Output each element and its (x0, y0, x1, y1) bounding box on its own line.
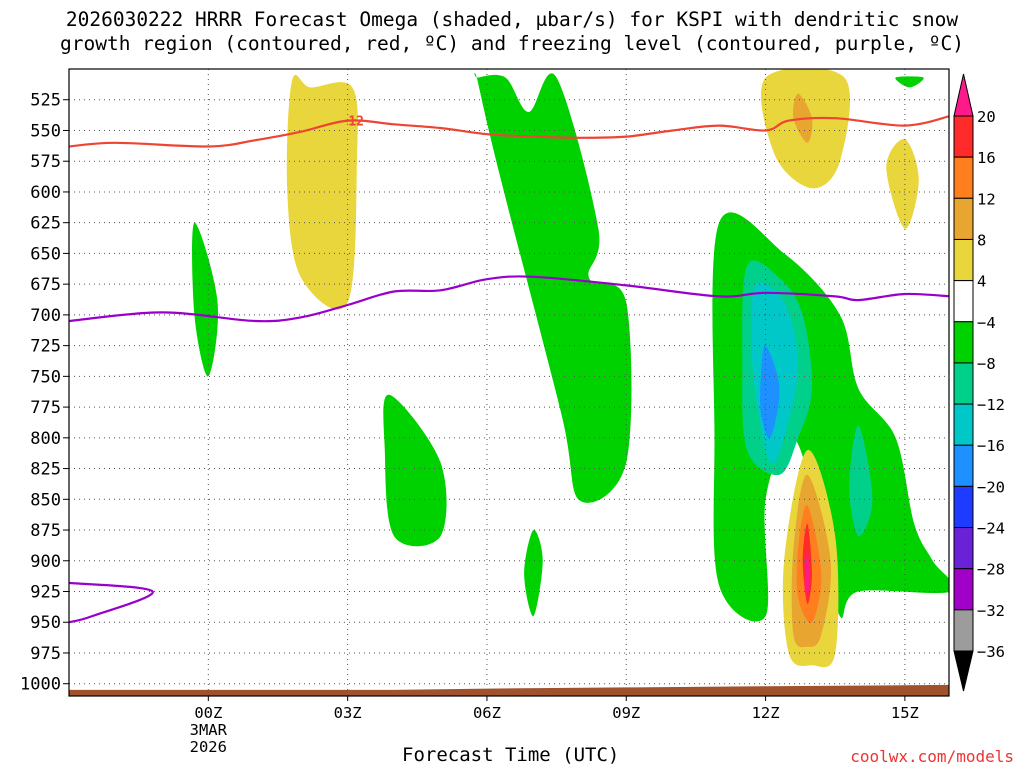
green-small-blob (524, 529, 543, 617)
omega-shading (192, 69, 949, 668)
colorbar-box-5 (953, 321, 974, 364)
yellow-upper-left (286, 74, 358, 310)
website-credit[interactable]: coolwx.com/models (850, 747, 1014, 766)
y-tick-label-900: 900 (30, 552, 61, 572)
colorbar-box-6 (953, 362, 974, 405)
x-tick-label-00Z: 00Z (194, 704, 222, 722)
y-tick-label-875: 875 (30, 521, 61, 541)
colorbar-label-13: −36 (977, 643, 1005, 661)
x-date-label-year: 2026 (190, 738, 227, 756)
contour-label-0: −12 (341, 115, 364, 130)
green-top-right (895, 76, 924, 88)
x-tick-label-12Z: 12Z (752, 704, 780, 722)
dgz-minus12-line (69, 115, 949, 148)
colorbar-box-10 (953, 527, 974, 570)
colorbar-label-3: 8 (977, 231, 986, 249)
green-left-blob (192, 222, 219, 377)
colorbar-box-2 (953, 197, 974, 240)
colorbar-label-6: −8 (977, 355, 996, 373)
x-tick-label-09Z: 09Z (612, 704, 640, 722)
y-tick-label-550: 550 (30, 121, 61, 141)
colorbar-bottom-triangle (953, 650, 974, 692)
colorbar-label-5: −4 (977, 314, 996, 332)
grid-lines (69, 69, 949, 696)
blue-core (760, 345, 780, 439)
x-date-label-month: 3MAR (190, 721, 228, 739)
colorbar-label-9: −20 (977, 478, 1005, 496)
contour-labels: −12 (341, 115, 364, 130)
pressure-axis: 525 550 575 600 625 650 675 700 725 750 775 800 825 8… (20, 91, 69, 695)
colorbar-box-7 (953, 403, 974, 446)
terrain-fill (69, 684, 949, 696)
colorbar-top-triangle (953, 73, 974, 117)
y-tick-label-975: 975 (30, 644, 61, 664)
y-tick-label-775: 775 (30, 398, 61, 418)
colorbar-box-0 (953, 115, 974, 158)
y-tick-label-675: 675 (30, 275, 61, 295)
colorbar-box-11 (953, 568, 974, 611)
freezing-level-line (69, 275, 949, 323)
y-tick-label-950: 950 (30, 613, 61, 633)
x-tick-label-03Z: 03Z (334, 704, 362, 722)
y-tick-label-600: 600 (30, 183, 61, 203)
colorbar-label-0: 20 (977, 108, 996, 126)
y-tick-label-825: 825 (30, 460, 61, 480)
y-tick-label-725: 725 (30, 337, 61, 357)
omega-colorbar: 20 16 12 8 4 −4 −8 −12 −16 −20 −24 −28 −32 −36 (953, 73, 1005, 692)
y-tick-label-525: 525 (30, 91, 61, 111)
chart-title-line1: 2026030222 HRRR Forecast Omega (shaded, … (65, 8, 959, 31)
chart-title: 2026030222 HRRR Forecast Omega (shaded, … (0, 8, 1024, 56)
y-tick-label-575: 575 (30, 152, 61, 172)
y-tick-label-1000: 1000 (20, 675, 61, 695)
green-low-blob (383, 394, 447, 547)
colorbar-box-3 (953, 238, 974, 282)
y-tick-label-800: 800 (30, 429, 61, 449)
colorbar-label-7: −12 (977, 396, 1005, 414)
plot-frame (68, 68, 950, 697)
colorbar-label-12: −32 (977, 602, 1005, 620)
ground-terrain (69, 684, 949, 696)
y-tick-label-750: 750 (30, 367, 61, 387)
x-tick-label-06Z: 06Z (473, 704, 501, 722)
colorbar-box-8 (953, 444, 974, 487)
y-tick-label-925: 925 (30, 583, 61, 603)
colorbar-box-4 (953, 280, 974, 323)
colorbar-label-4: 4 (977, 273, 986, 291)
colorbar-box-9 (953, 485, 974, 529)
y-tick-label-850: 850 (30, 490, 61, 510)
x-axis-title: Forecast Time (UTC) (402, 744, 620, 766)
colorbar-label-11: −28 (977, 561, 1005, 579)
colorbar-box-1 (953, 156, 974, 199)
colorbar-box-12 (953, 609, 974, 652)
green-main-band (474, 72, 632, 503)
teal-small-right (849, 425, 873, 537)
colorbar-label-1: 16 (977, 149, 996, 167)
y-tick-label-700: 700 (30, 306, 61, 326)
contour-lines (69, 115, 949, 624)
y-tick-label-650: 650 (30, 244, 61, 264)
x-tick-label-15Z: 15Z (891, 704, 919, 722)
chart-title-line2: growth region (contoured, red, ºC) and f… (60, 32, 964, 55)
freezing-level-lower-line (69, 581, 154, 624)
colorbar-label-2: 12 (977, 190, 996, 208)
colorbar-label-8: −16 (977, 437, 1005, 455)
y-tick-label-625: 625 (30, 214, 61, 234)
magenta-core (804, 548, 810, 595)
colorbar-label-10: −24 (977, 520, 1005, 538)
